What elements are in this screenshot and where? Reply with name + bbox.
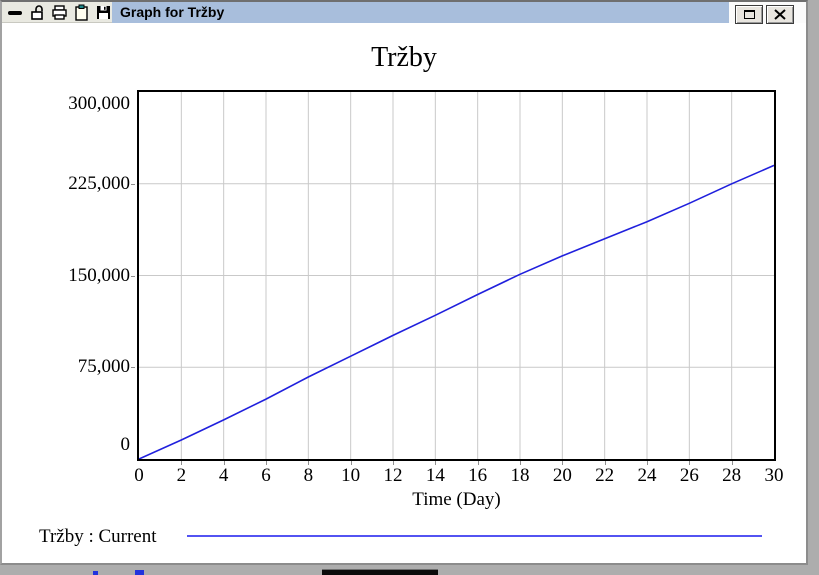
maximize-icon: [743, 10, 755, 19]
x-tick-label: 16: [468, 465, 488, 486]
plot-canvas: [139, 92, 774, 459]
plot-area: [137, 90, 776, 461]
graph-window: Graph for Tržby Tržby Time (Day) Tržby :…: [0, 0, 808, 565]
x-tick-label: 12: [383, 465, 403, 486]
y-tick-label: 150,000: [68, 264, 130, 286]
x-tick-label: 6: [261, 465, 271, 486]
x-tick-mark: [647, 461, 648, 465]
x-tick-mark: [477, 461, 479, 465]
x-tick-label: 26: [679, 465, 699, 486]
background-window-fragment: [135, 570, 144, 575]
x-tick-label: 10: [341, 465, 361, 486]
x-tick-mark: [562, 461, 564, 465]
series-line: [139, 164, 774, 459]
x-tick-label: 28: [722, 465, 742, 486]
y-tick-mark: [131, 275, 135, 277]
y-tick-label: 75,000: [77, 356, 130, 378]
x-tick-mark: [223, 461, 225, 465]
legend-label: Tržby : Current: [39, 526, 157, 547]
y-tick-mark: [131, 367, 135, 369]
x-tick-mark: [266, 461, 267, 465]
x-tick-label: 30: [764, 465, 784, 486]
background-window-fragment: [93, 571, 98, 575]
x-tick-label: 0: [134, 465, 144, 486]
x-tick-mark: [308, 461, 310, 465]
window-tools-strip: [2, 2, 112, 23]
x-tick-label: 2: [176, 465, 187, 486]
save-icon[interactable]: [94, 3, 112, 21]
x-tick-label: 4: [218, 465, 229, 486]
x-tick-label: 18: [510, 465, 530, 486]
x-tick-label: 8: [303, 465, 314, 486]
maximize-button[interactable]: [735, 5, 763, 24]
background-window-fragment: [322, 569, 438, 575]
y-tick-label: 300,000: [68, 93, 130, 114]
x-tick-mark: [520, 461, 521, 465]
chart-title: Tržby: [371, 42, 437, 73]
window-title: Graph for Tržby: [112, 2, 729, 23]
close-icon: [774, 9, 786, 20]
x-tick-mark: [604, 461, 606, 465]
x-tick-label: 22: [595, 465, 615, 486]
clipboard-icon[interactable]: [72, 3, 90, 21]
y-tick-mark: [131, 183, 135, 185]
x-tick-mark: [350, 461, 352, 465]
unlock-icon[interactable]: [28, 3, 46, 21]
titlebar[interactable]: Graph for Tržby: [2, 2, 806, 24]
x-tick-mark: [181, 461, 183, 465]
x-tick-mark: [435, 461, 437, 465]
y-tick-label: 225,000: [68, 172, 130, 194]
x-tick-label: 14: [425, 465, 445, 486]
x-tick-mark: [689, 461, 691, 465]
legend-line-swatch: [187, 535, 762, 537]
titlebar-buttons: [729, 2, 806, 24]
hide-bar-icon[interactable]: [6, 3, 24, 21]
x-tick-label: 20: [552, 465, 572, 486]
x-tick-mark: [393, 461, 394, 465]
print-icon[interactable]: [50, 3, 68, 21]
close-button[interactable]: [766, 5, 794, 24]
x-tick-label: 24: [637, 465, 657, 486]
y-tick-label: 0: [120, 434, 131, 455]
x-tick-mark: [731, 461, 733, 465]
x-axis-title: Time (Day): [412, 489, 501, 510]
